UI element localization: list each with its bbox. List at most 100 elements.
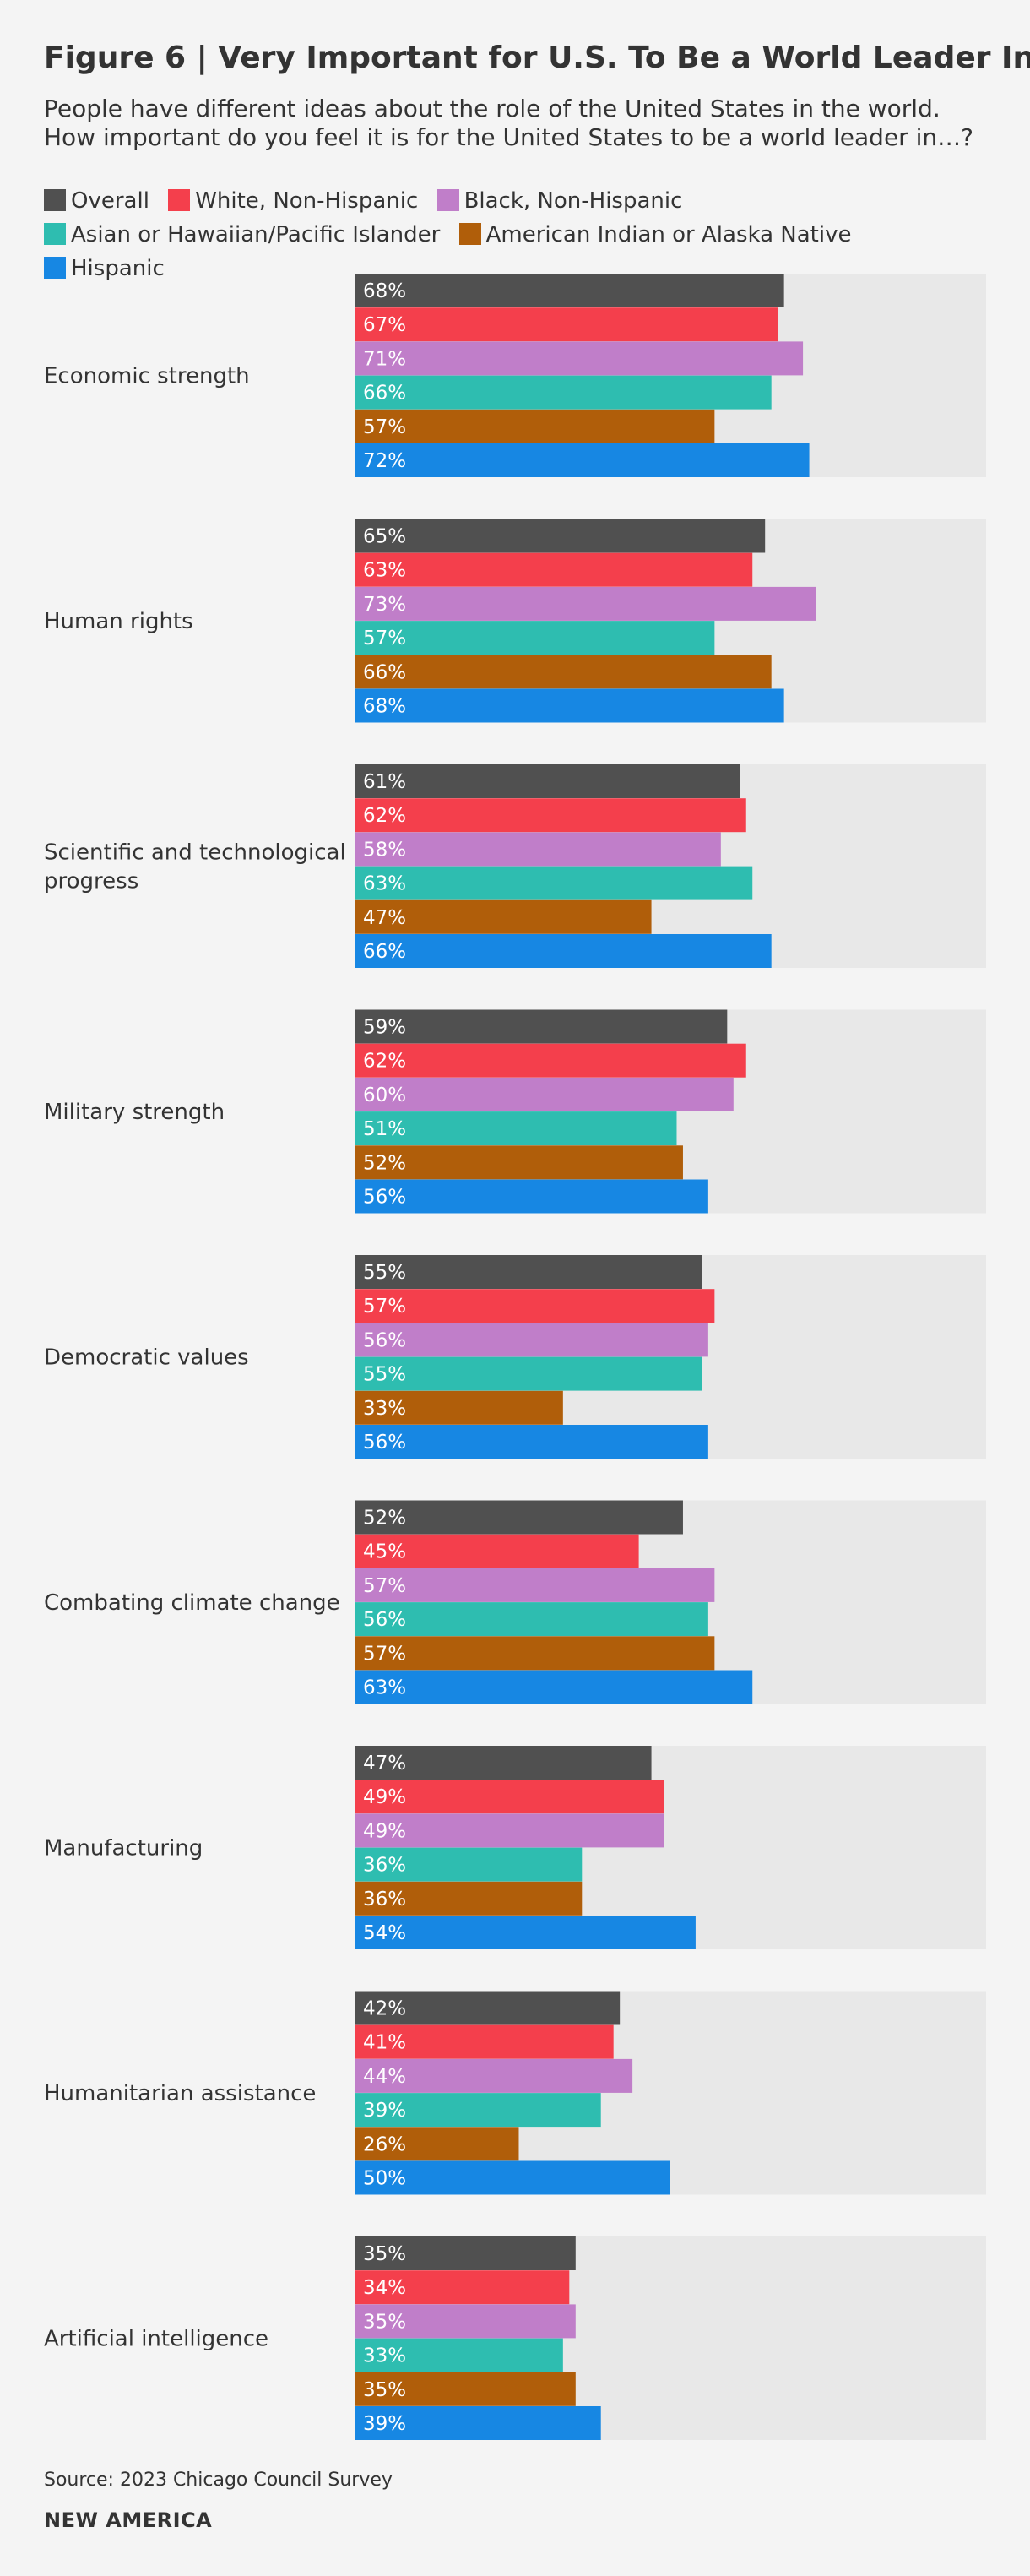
data-label: 35% <box>363 2379 406 2401</box>
bar <box>355 2270 570 2305</box>
data-label: 45% <box>363 1541 406 1563</box>
bar <box>355 2093 601 2128</box>
category-label: Human rights <box>44 609 193 634</box>
category-track <box>355 1009 986 1214</box>
bar <box>355 274 784 307</box>
legend-label: White, Non-Hispanic <box>195 188 419 214</box>
legend-item-white: White, Non-Hispanic <box>168 184 418 218</box>
bar <box>355 1425 708 1459</box>
bar <box>355 1323 708 1357</box>
bar <box>355 2127 519 2161</box>
bar <box>355 1780 664 1814</box>
data-label: 57% <box>363 1643 406 1665</box>
legend-swatch <box>44 223 66 245</box>
data-label: 72% <box>363 450 406 472</box>
data-label: 42% <box>363 1998 406 2020</box>
data-label: 51% <box>363 1118 406 1140</box>
bar <box>355 586 816 621</box>
bar <box>355 866 753 900</box>
category-track <box>355 1500 986 1704</box>
category-label: Humanitarian assistance <box>44 2081 316 2106</box>
bar <box>355 1670 753 1704</box>
category-track <box>355 1255 986 1459</box>
data-label: 47% <box>363 1753 406 1774</box>
chart-subtitle: People have different ideas about the ro… <box>44 95 973 151</box>
bar <box>355 1009 728 1044</box>
bar <box>355 1991 621 2025</box>
category-track <box>355 274 986 477</box>
data-label: 54% <box>363 1922 406 1944</box>
bar <box>355 764 740 798</box>
bar <box>355 1568 715 1602</box>
data-label: 73% <box>363 594 406 616</box>
data-label: 39% <box>363 2100 406 2122</box>
bar <box>355 1390 563 1425</box>
bar <box>355 1289 715 1323</box>
data-label: 34% <box>363 2277 406 2299</box>
legend-swatch <box>44 257 66 279</box>
bar <box>355 2372 576 2406</box>
bar <box>355 899 652 934</box>
legend-label: Black, Non-Hispanic <box>464 188 683 214</box>
bar <box>355 1356 702 1391</box>
data-label: 33% <box>363 1398 406 1420</box>
data-label: 57% <box>363 416 406 438</box>
bar <box>355 655 772 689</box>
bar <box>355 1746 652 1780</box>
data-label: 62% <box>363 805 406 827</box>
bar <box>355 2236 576 2270</box>
data-label: 58% <box>363 839 406 861</box>
data-label: 56% <box>363 1187 406 1209</box>
bar <box>355 2406 601 2440</box>
bar <box>355 1077 734 1111</box>
bar <box>355 375 772 410</box>
data-label: 52% <box>363 1508 406 1530</box>
bar-chart: Economic strength 68% 67% 71% 66% 57% 72% Human… <box>44 274 986 2440</box>
legend-label: American Indian or Alaska Native <box>485 222 852 247</box>
data-label: 55% <box>363 1262 406 1284</box>
bar <box>355 688 784 723</box>
legend-item-overall: Overall <box>44 184 149 218</box>
bar <box>355 1881 583 1916</box>
chart-title: Figure 6 | Very Important for U.S. To Be… <box>44 41 1030 75</box>
data-label: 67% <box>363 314 406 336</box>
bar <box>355 1255 702 1289</box>
data-label: 56% <box>363 1609 406 1631</box>
data-label: 55% <box>363 1364 406 1386</box>
data-label: 68% <box>363 280 406 302</box>
legend-swatch <box>168 189 191 211</box>
bar <box>355 832 721 867</box>
bar <box>355 1043 746 1078</box>
bar <box>355 2338 563 2372</box>
bar <box>355 1500 683 1535</box>
data-label: 39% <box>363 2413 406 2435</box>
category-label: Manufacturing <box>44 1836 203 1861</box>
data-label: 33% <box>363 2345 406 2367</box>
bar <box>355 341 804 376</box>
bar <box>355 1179 708 1214</box>
data-label: 57% <box>363 1296 406 1318</box>
category-track <box>355 519 986 723</box>
data-label: 47% <box>363 907 406 929</box>
data-label: 41% <box>363 2032 406 2054</box>
bar <box>355 1916 696 1949</box>
legend-label: Overall <box>71 188 149 214</box>
legend-swatch <box>44 189 66 211</box>
category-label: Scientific and technological <box>44 840 346 866</box>
legend-label: Asian or Hawaiian/Pacific Islander <box>71 222 441 247</box>
bar <box>355 552 753 587</box>
brand-logo-text: NEW AMERICA <box>44 2508 213 2532</box>
category-track <box>355 1991 986 2195</box>
bar <box>355 1813 664 1848</box>
data-label: 50% <box>363 2168 406 2190</box>
data-label: 36% <box>363 1855 406 1877</box>
legend-swatch <box>458 223 481 245</box>
legend-label: Hispanic <box>71 256 165 281</box>
data-label: 59% <box>363 1017 406 1039</box>
legend-item-american-indian: American Indian or Alaska Native <box>458 218 852 252</box>
data-label: 44% <box>363 2066 406 2088</box>
category-track <box>355 1746 986 1949</box>
legend-swatch <box>436 189 459 211</box>
bar <box>355 621 715 655</box>
bar <box>355 1847 583 1882</box>
